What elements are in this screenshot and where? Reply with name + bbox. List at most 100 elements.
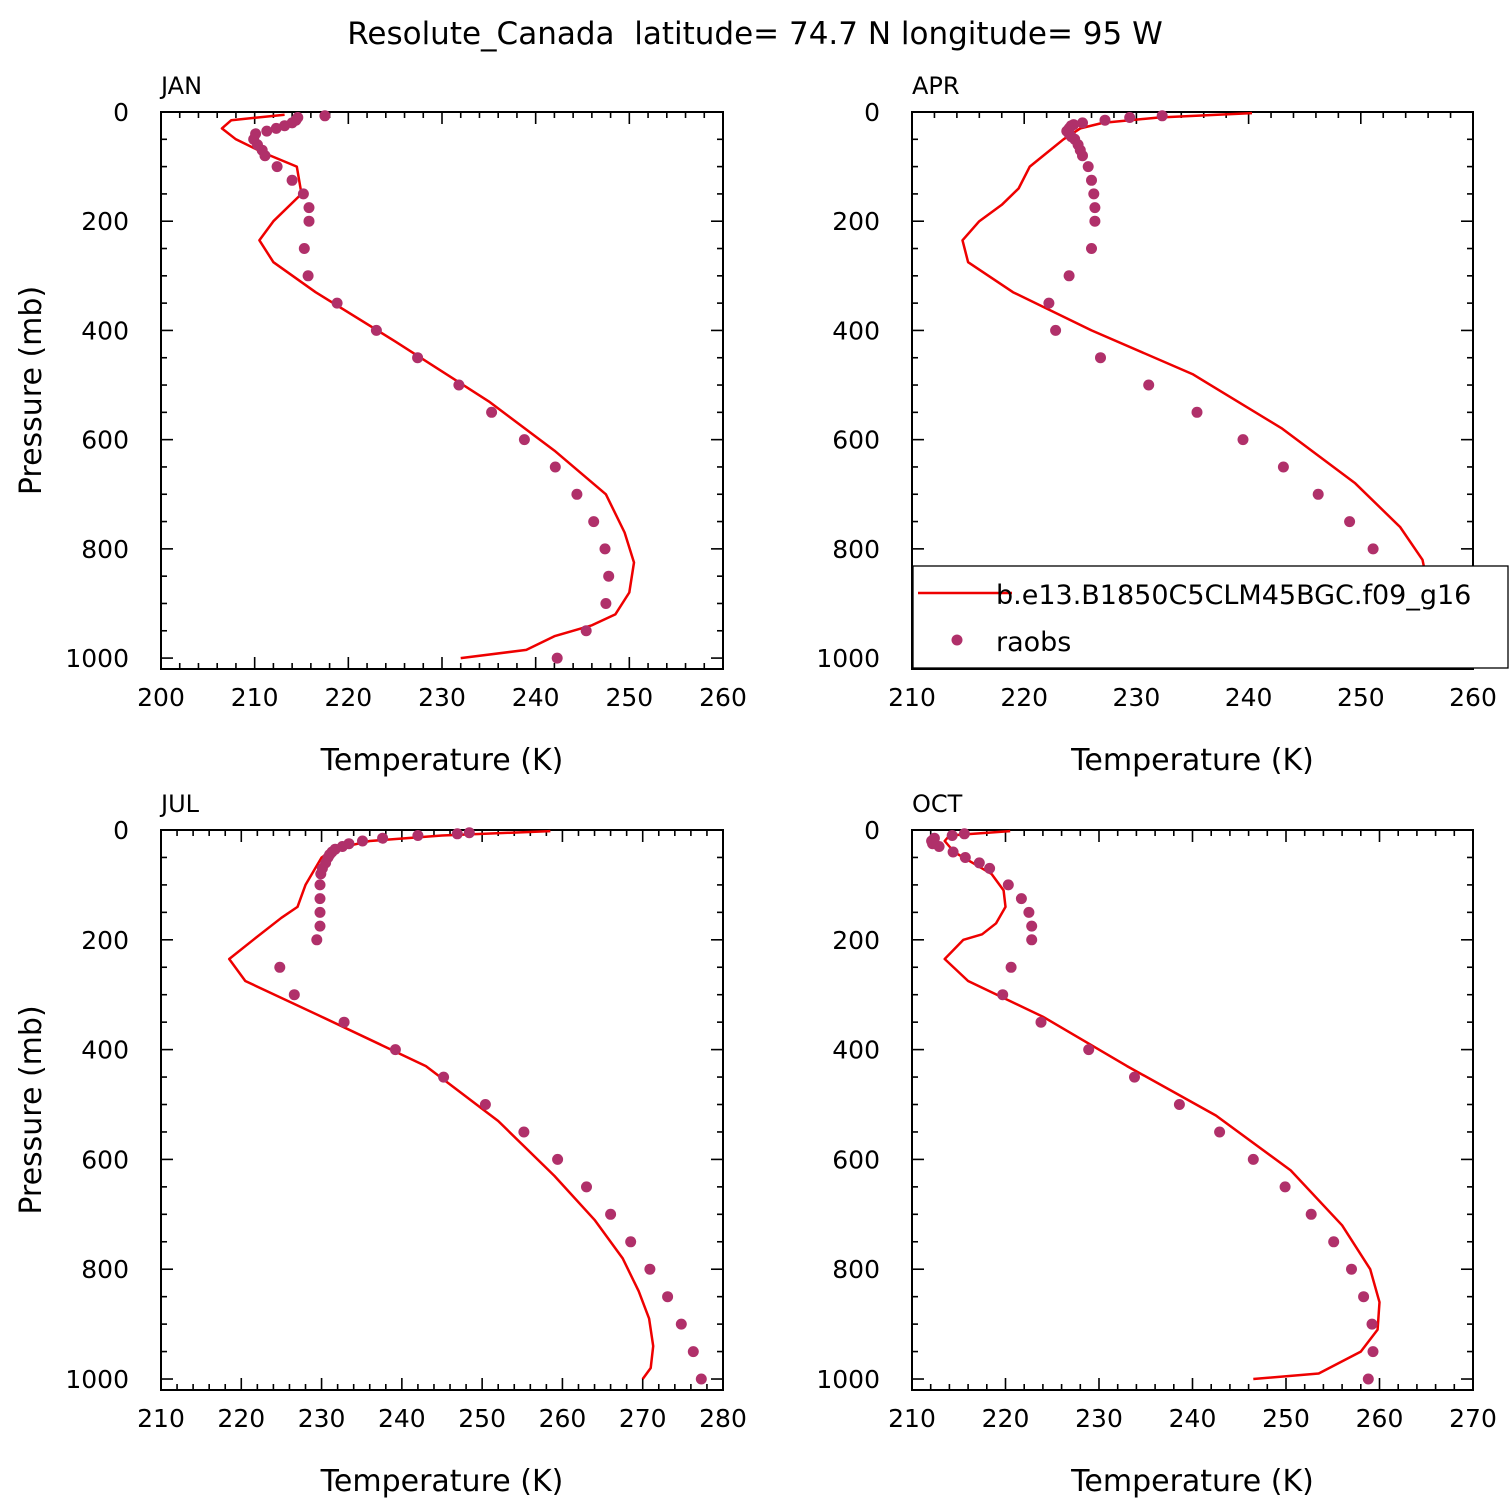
x-axis-label: Temperature (K) (1070, 743, 1314, 778)
raobs-point (687, 1346, 699, 1358)
raobs-point (947, 846, 959, 858)
x-tick-label: 210 (888, 683, 936, 712)
y-tick-label: 600 (81, 1145, 129, 1174)
raobs-point (959, 852, 971, 863)
y-tick-label: 200 (81, 207, 129, 236)
panel-title: APR (912, 72, 960, 100)
raobs-point (1077, 150, 1088, 162)
raobs-point (453, 379, 465, 391)
raobs-point (1086, 243, 1097, 254)
raobs-point (1129, 1071, 1140, 1083)
y-tick-label: 600 (832, 426, 880, 455)
x-tick-label: 260 (699, 683, 747, 712)
x-tick-label: 260 (1356, 1404, 1404, 1433)
raobs-point (1143, 379, 1155, 391)
legend-model-label: b.e13.B1850C5CLM45BGC.f09_g16 (996, 580, 1471, 611)
raobs-point (1156, 110, 1168, 122)
raobs-point (261, 125, 273, 137)
x-tick-label: 240 (1169, 1404, 1217, 1433)
x-tick-label: 250 (605, 683, 653, 712)
x-axis-label: Temperature (K) (1070, 1464, 1314, 1499)
x-tick-label: 270 (619, 1404, 667, 1433)
raobs-point (997, 989, 1009, 1001)
x-tick-label: 250 (458, 1404, 506, 1433)
legend-obs-label: raobs (996, 627, 1071, 658)
raobs-point (1124, 112, 1136, 123)
y-tick-label: 0 (113, 816, 129, 845)
raobs-point (303, 202, 315, 214)
x-tick-label: 240 (1225, 683, 1273, 712)
raobs-point (1023, 906, 1035, 918)
raobs-point (1214, 1126, 1226, 1138)
raobs-point (1247, 1153, 1259, 1165)
raobs-point (599, 543, 611, 555)
figure-title: Resolute_Canada latitude= 74.7 N longitu… (347, 16, 1163, 52)
x-tick-label: 230 (418, 683, 466, 712)
x-tick-label: 230 (298, 1404, 346, 1433)
y-tick-label: 200 (832, 926, 880, 955)
raobs-point (603, 570, 615, 582)
x-tick-label: 230 (1075, 1404, 1123, 1433)
y-axis-label: Pressure (mb) (14, 286, 49, 495)
panel-jan: JAN 200 210 220 230 240 250 260 0 200 400 600 800 100… (14, 72, 747, 778)
raobs-point (588, 516, 600, 528)
x-tick-label: 220 (1000, 683, 1048, 712)
raobs-point (1358, 1291, 1370, 1303)
raobs-point (463, 827, 475, 839)
raobs-point (370, 324, 382, 336)
raobs-point (314, 879, 326, 891)
raobs-point (662, 1291, 674, 1303)
x-tick-label: 220 (324, 683, 372, 712)
raobs-point (314, 920, 326, 932)
x-tick-label: 200 (137, 683, 185, 712)
raobs-point (1083, 1044, 1095, 1056)
raobs-point (552, 1153, 564, 1165)
raobs-point (311, 934, 323, 946)
model-profile-line (943, 829, 1381, 1381)
raobs-point (1367, 543, 1379, 555)
raobs-point (1035, 1016, 1047, 1028)
raobs-point (1328, 1236, 1340, 1248)
raobs-point (331, 297, 343, 309)
y-tick-label: 200 (81, 926, 129, 955)
raobs-point (389, 1044, 401, 1056)
raobs-point (1312, 488, 1324, 500)
raobs-point (549, 461, 561, 473)
raobs-point (412, 352, 424, 364)
raobs-point (303, 215, 315, 227)
raobs-point (600, 598, 612, 609)
y-tick-label: 800 (832, 535, 880, 564)
y-tick-label: 1000 (816, 644, 880, 673)
raobs-point (302, 270, 314, 282)
raobs-point (1082, 161, 1094, 173)
x-tick-label: 220 (982, 1404, 1030, 1433)
legend-box (912, 565, 1509, 669)
legend-obs-marker (951, 634, 963, 646)
raobs-point (1026, 920, 1038, 932)
raobs-point (1050, 324, 1062, 336)
x-tick-label: 260 (1449, 683, 1497, 712)
raobs-point (581, 1181, 592, 1193)
x-tick-label: 210 (231, 683, 279, 712)
panel-title: JAN (159, 72, 202, 100)
y-tick-label: 0 (864, 816, 880, 845)
panel-jul: JUL 210 220 230 240 250 260 270 280 0 200 400 600 800… (14, 790, 747, 1499)
raobs-point (1099, 114, 1111, 126)
raobs-point (551, 652, 563, 664)
raobs-point (1344, 516, 1356, 528)
raobs-point (518, 434, 530, 446)
raobs-point (1077, 117, 1088, 129)
y-tick-label: 800 (81, 535, 129, 564)
y-tick-label: 1000 (65, 1365, 129, 1394)
raobs-point (518, 1126, 530, 1138)
x-tick-label: 240 (512, 683, 560, 712)
raobs-point (1089, 215, 1101, 227)
raobs-point (1237, 434, 1249, 446)
raobs-point (605, 1208, 617, 1220)
y-tick-label: 800 (81, 1255, 129, 1284)
x-axis-label: Temperature (K) (320, 1464, 564, 1499)
raobs-point (571, 488, 583, 500)
raobs-point (1086, 174, 1097, 186)
raobs-point (1089, 202, 1101, 214)
raobs-point (479, 1099, 491, 1110)
